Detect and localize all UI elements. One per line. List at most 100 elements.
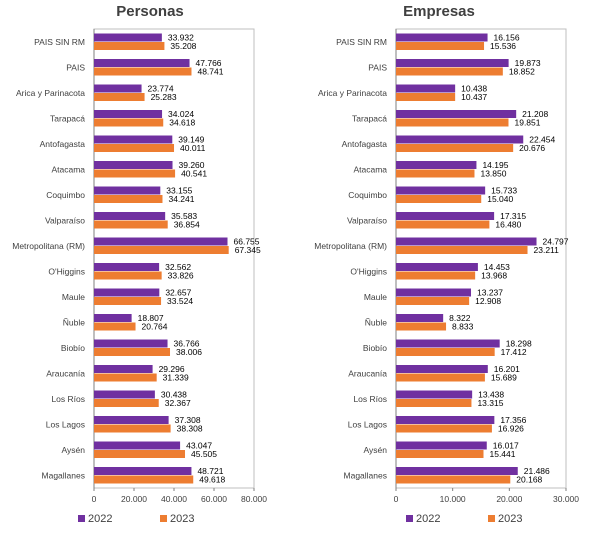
personas-legend-label-2022: 2022: [88, 513, 112, 525]
empresas-bar-2022: [396, 467, 518, 475]
empresas-data-label-2022: 17.356: [500, 415, 526, 425]
empresas-bar-2023: [396, 373, 485, 382]
personas-bar-2023: [94, 424, 171, 433]
personas-tick-label: 60.000: [201, 494, 227, 504]
empresas-data-label-2023: 15.536: [490, 41, 516, 51]
personas-bar-2022: [94, 186, 161, 195]
personas-bar-2022: [94, 237, 228, 246]
personas-bar-2022: [94, 365, 153, 373]
empresas-data-label-2023: 16.926: [498, 424, 524, 434]
personas-legend-swatch-2022: [78, 515, 85, 522]
personas-bar-2022: [94, 339, 168, 348]
empresas-category-label: Metropolitana (RM): [314, 241, 387, 251]
personas-bar-2022: [94, 84, 142, 93]
personas-bar-2022: [94, 314, 132, 322]
empresas-bar-2022: [396, 161, 477, 169]
personas-bar-2022: [94, 110, 163, 118]
personas-category-label: Antofagasta: [40, 139, 86, 149]
personas-bar-2023: [94, 42, 165, 50]
empresas-bar-2022: [396, 365, 488, 373]
empresas-bar-2023: [396, 169, 475, 178]
personas-data-label-2022: 33.932: [168, 33, 194, 43]
empresas-data-label-2022: 14.195: [482, 160, 508, 170]
empresas-bar-2022: [396, 314, 444, 322]
personas-bar-2023: [94, 220, 168, 229]
empresas-data-label-2023: 16.480: [495, 220, 521, 230]
personas-data-label-2023: 38.006: [176, 347, 202, 357]
personas-bar-2023: [94, 93, 145, 101]
personas-tick-label: 40.000: [161, 494, 187, 504]
personas-bar-2023: [94, 348, 171, 356]
empresas-bar-2023: [396, 399, 472, 407]
empresas-data-label-2022: 16.156: [494, 33, 520, 43]
personas-category-label: Tarapacá: [50, 113, 85, 123]
empresas-bar-2022: [396, 33, 488, 42]
empresas-legend-label-2023: 2023: [498, 513, 522, 525]
empresas-data-label-2022: 10.438: [461, 84, 487, 94]
personas-data-label-2023: 33.826: [168, 271, 194, 281]
empresas-bar-2022: [396, 110, 517, 118]
empresas-data-label-2023: 20.168: [516, 475, 542, 485]
empresas-data-label-2022: 21.486: [524, 466, 550, 476]
personas-data-label-2022: 48.721: [197, 466, 223, 476]
personas-bar-2022: [94, 59, 190, 67]
personas-bar-2022: [94, 212, 166, 220]
empresas-data-label-2022: 19.873: [515, 58, 541, 68]
personas-data-label-2023: 45.505: [191, 449, 217, 459]
personas-data-label-2023: 34.241: [168, 194, 194, 204]
empresas-bar-2023: [396, 475, 511, 484]
empresas-bar-2022: [396, 237, 537, 246]
personas-bar-2023: [94, 373, 157, 382]
empresas-data-label-2023: 19.851: [514, 118, 540, 128]
empresas-data-label-2022: 14.453: [484, 262, 510, 272]
empresas-category-label: Arica y Parinacota: [318, 88, 387, 98]
empresas-category-label: Biobío: [363, 343, 387, 353]
empresas-bar-2023: [396, 144, 514, 152]
empresas-bar-2022: [396, 59, 509, 67]
personas-data-label-2022: 39.149: [178, 135, 204, 145]
personas-data-label-2023: 49.618: [199, 475, 225, 485]
empresas-data-label-2023: 20.676: [519, 143, 545, 153]
personas-bar-2022: [94, 390, 155, 399]
empresas-data-label-2022: 24.797: [543, 237, 569, 247]
empresas-bar-2023: [396, 220, 490, 229]
empresas-bar-2023: [396, 297, 470, 305]
personas-data-label-2022: 47.766: [196, 58, 222, 68]
empresas-bar-2022: [396, 212, 495, 220]
empresas-data-label-2023: 15.040: [487, 194, 513, 204]
personas-category-label: Maule: [62, 292, 85, 302]
personas-category-label: Aysén: [62, 445, 86, 455]
empresas-bar-2023: [396, 195, 482, 203]
empresas-bar-2023: [396, 67, 503, 76]
personas-category-label: Coquimbo: [46, 190, 85, 200]
personas-data-label-2023: 40.011: [180, 143, 206, 153]
empresas-category-label: Tarapacá: [352, 113, 387, 123]
empresas-category-label: Ñuble: [365, 317, 387, 327]
personas-data-label-2022: 30.438: [161, 390, 187, 400]
personas-data-label-2023: 33.524: [167, 296, 193, 306]
empresas-category-label: Aysén: [364, 445, 388, 455]
empresas-tick-label: 0: [394, 494, 399, 504]
personas-bar-2022: [94, 288, 160, 297]
personas-bar-2022: [94, 33, 162, 42]
personas-legend-swatch-2023: [160, 515, 167, 522]
empresas-bar-2023: [396, 42, 485, 50]
empresas-bar-2023: [396, 348, 495, 356]
empresas-tick-label: 10.000: [440, 494, 466, 504]
personas-data-label-2022: 39.260: [179, 160, 205, 170]
empresas-data-label-2022: 21.208: [522, 109, 548, 119]
empresas-category-label: PAIS: [368, 62, 387, 72]
empresas-data-label-2022: 17.315: [500, 211, 526, 221]
empresas-bar-2023: [396, 118, 509, 127]
personas-bar-2023: [94, 399, 159, 407]
personas-bar-2023: [94, 297, 162, 305]
personas-data-label-2022: 37.308: [175, 415, 201, 425]
personas-category-label: Valparaíso: [45, 215, 85, 225]
personas-bar-2023: [94, 169, 176, 178]
personas-data-label-2022: 33.155: [166, 186, 192, 196]
personas-category-label: Los Lagos: [46, 419, 85, 429]
personas-data-label-2022: 34.024: [168, 109, 194, 119]
personas-data-label-2022: 35.583: [171, 211, 197, 221]
personas-bar-2023: [94, 450, 186, 458]
